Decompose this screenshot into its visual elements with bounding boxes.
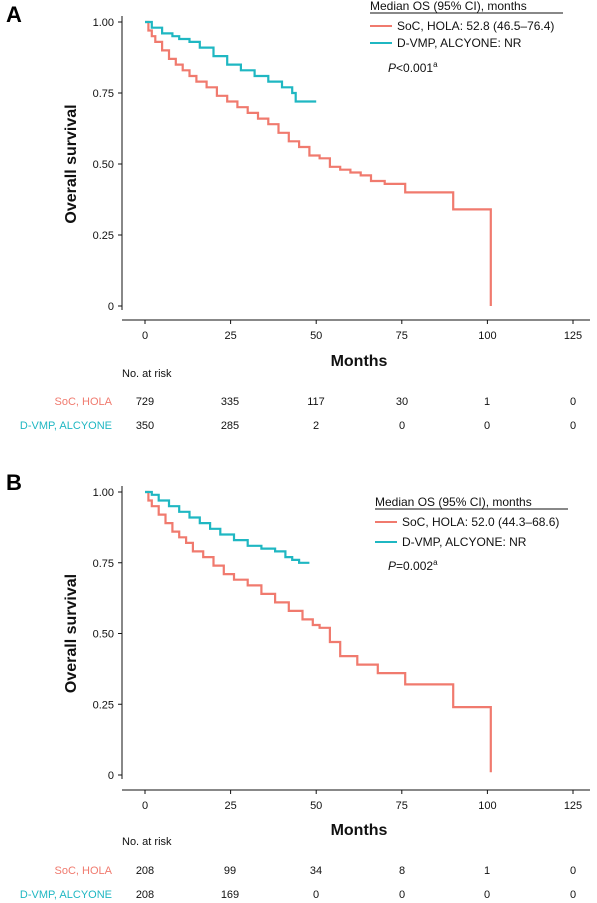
x-tick-label: 75 <box>396 800 408 812</box>
risk-value: 2 <box>313 420 319 432</box>
legend-entry: D-VMP, ALCYONE: NR <box>402 535 527 549</box>
risk-value: 0 <box>399 420 405 432</box>
panel-letter: A <box>6 2 22 27</box>
y-tick-label: 0.50 <box>93 629 114 641</box>
y-axis-title: Overall survival <box>63 574 80 693</box>
survival-curve-dvmp <box>145 20 317 103</box>
risk-value: 169 <box>221 889 239 901</box>
risk-value: 0 <box>484 889 490 901</box>
risk-value: 0 <box>484 420 490 432</box>
x-tick-label: 100 <box>478 330 496 342</box>
legend-entry: SoC, HOLA: 52.0 (44.3–68.6) <box>402 515 559 529</box>
x-tick-label: 75 <box>396 330 408 342</box>
x-tick-label: 25 <box>224 330 236 342</box>
survival-curve-dvmp <box>145 490 310 564</box>
y-tick-label: 0.75 <box>93 88 114 100</box>
panel-letter: B <box>6 470 22 495</box>
p-value: P<0.001a <box>388 60 438 75</box>
x-tick-label: 25 <box>224 800 236 812</box>
survival-curve-soc <box>145 20 492 306</box>
x-tick-label: 0 <box>142 800 148 812</box>
y-axis-title: Overall survival <box>63 104 80 223</box>
x-tick-label: 50 <box>310 330 322 342</box>
y-tick-label: 0.75 <box>93 558 114 570</box>
p-value: P=0.002a <box>388 558 438 573</box>
legend-entry: SoC, HOLA: 52.8 (46.5–76.4) <box>397 19 554 33</box>
risk-value: 1 <box>484 396 490 408</box>
x-axis-title: Months <box>331 822 388 839</box>
risk-value: 0 <box>313 889 319 901</box>
y-tick-label: 0.25 <box>93 699 114 711</box>
risk-row-label: SoC, HOLA <box>55 865 113 877</box>
risk-value: 0 <box>570 396 576 408</box>
x-tick-label: 125 <box>564 330 582 342</box>
risk-row-label: D-VMP, ALCYONE <box>20 889 112 901</box>
risk-row-label: D-VMP, ALCYONE <box>20 420 112 432</box>
risk-value: 8 <box>399 865 405 877</box>
x-axis-title: Months <box>331 353 388 370</box>
risk-value: 208 <box>136 865 154 877</box>
risk-value: 117 <box>307 396 325 408</box>
y-tick-label: 0.50 <box>93 159 114 171</box>
legend-title: Median OS (95% CI), months <box>375 495 532 509</box>
risk-value: 335 <box>221 396 239 408</box>
risk-value: 99 <box>224 865 236 877</box>
risk-value: 0 <box>570 865 576 877</box>
risk-value: 729 <box>136 396 154 408</box>
risk-value: 1 <box>484 865 490 877</box>
y-tick-label: 1.00 <box>93 487 114 499</box>
risk-value: 0 <box>399 889 405 901</box>
panel-a: A 0 0.25 0.50 0.75 1.00 Overall survival 0 25 50 7… <box>6 0 590 432</box>
legend-entry: D-VMP, ALCYONE: NR <box>397 36 522 50</box>
y-tick-label: 1.00 <box>93 17 114 29</box>
y-tick-label: 0.25 <box>93 230 114 242</box>
risk-value: 350 <box>136 420 154 432</box>
risk-value: 0 <box>570 889 576 901</box>
panel-b: B 0 0.25 0.50 0.75 1.00 Overall survival 0 25 50 7… <box>6 470 590 901</box>
legend-title: Median OS (95% CI), months <box>370 0 527 13</box>
x-tick-label: 100 <box>478 800 496 812</box>
risk-value: 30 <box>396 396 408 408</box>
risk-table-title: No. at risk <box>122 836 172 848</box>
risk-value: 34 <box>310 865 322 877</box>
risk-value: 208 <box>136 889 154 901</box>
risk-value: 285 <box>221 420 239 432</box>
risk-table-title: No. at risk <box>122 368 172 380</box>
y-tick-label: 0 <box>108 301 114 313</box>
x-tick-label: 125 <box>564 800 582 812</box>
risk-value: 0 <box>570 420 576 432</box>
survival-curve-soc <box>145 490 492 773</box>
y-tick-label: 0 <box>108 770 114 782</box>
risk-row-label: SoC, HOLA <box>55 396 113 408</box>
x-tick-label: 0 <box>142 330 148 342</box>
x-tick-label: 50 <box>310 800 322 812</box>
